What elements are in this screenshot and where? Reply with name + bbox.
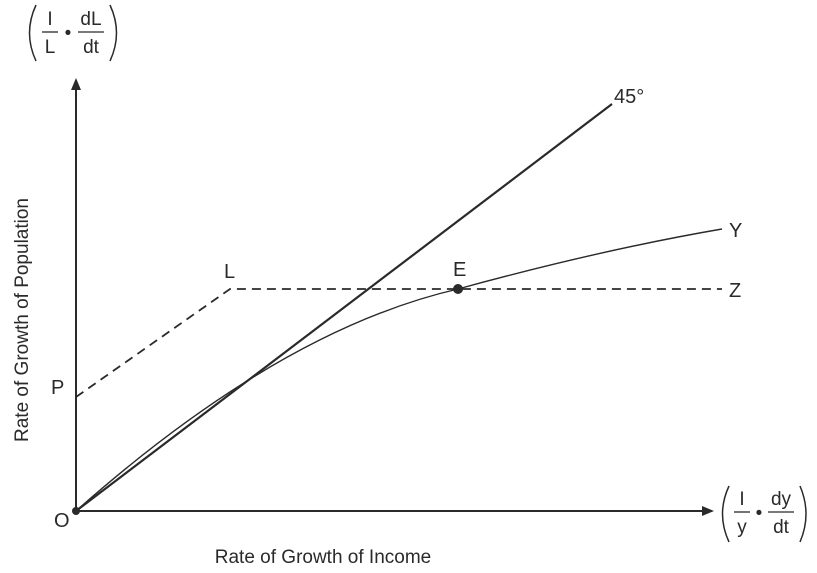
income-growth-curve-y [75,228,723,512]
point-p-label: P [51,377,64,399]
population-growth-curve-plz [75,288,722,398]
curve-z-label: Z [729,280,741,302]
x-frac-left-denominator: y [737,517,747,538]
origin-point [72,507,80,515]
left-paren [721,485,730,543]
x-frac-left-numerator: I [739,489,744,510]
point-l-label: L [224,261,235,283]
forty-five-degree-label: 45° [614,86,644,108]
x-frac-right-numerator: dy [771,489,792,510]
y-frac-left-numerator: I [47,9,52,30]
curve-y-label: Y [729,220,742,242]
y-frac-left-denominator: L [45,37,56,58]
x-axis-fraction-label: I y • dy dt [721,485,807,543]
y-axis-title: Rate of Growth of Population [12,198,33,442]
x-frac-right-denominator: dt [773,517,790,538]
x-frac-dot: • [756,503,763,524]
equilibrium-point-e [453,284,463,294]
right-paren [109,4,118,62]
right-paren [799,485,807,543]
y-axis-fraction-label: I L • dL dt [28,4,118,62]
point-e-label: E [453,259,466,281]
x-axis-title: Rate of Growth of Income [215,547,432,568]
y-frac-right-denominator: dt [83,37,100,58]
y-frac-right-numerator: dL [80,9,101,30]
forty-five-degree-line [75,103,613,512]
left-paren [28,4,37,62]
origin-label: O [54,510,70,532]
y-frac-dot: • [65,23,72,44]
